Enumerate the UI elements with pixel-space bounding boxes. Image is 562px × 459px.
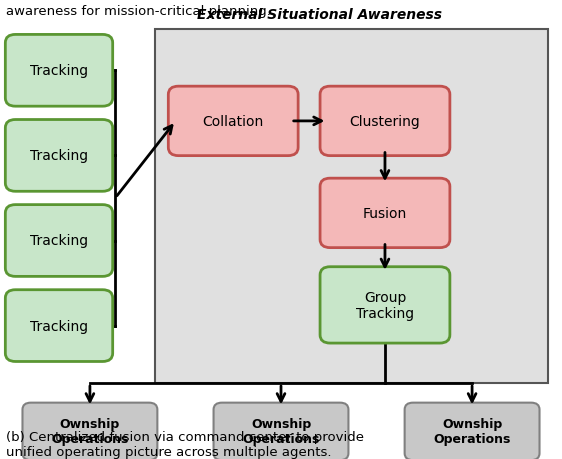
FancyBboxPatch shape: [5, 35, 112, 107]
FancyBboxPatch shape: [22, 403, 157, 459]
Text: Clustering: Clustering: [350, 115, 420, 129]
Text: Collation: Collation: [203, 115, 264, 129]
Text: Fusion: Fusion: [363, 207, 407, 220]
FancyBboxPatch shape: [320, 179, 450, 248]
Text: Tracking: Tracking: [30, 234, 88, 248]
Text: External Situational Awareness: External Situational Awareness: [197, 8, 442, 22]
Text: Ownship
Operations: Ownship Operations: [433, 418, 511, 445]
Text: awareness for mission-critical planning.: awareness for mission-critical planning.: [6, 5, 270, 17]
FancyBboxPatch shape: [214, 403, 348, 459]
Text: Group
Tracking: Group Tracking: [356, 290, 414, 320]
FancyBboxPatch shape: [320, 267, 450, 343]
Text: Tracking: Tracking: [30, 64, 88, 78]
Text: (b) Centralized fusion via command center to provide
unified operating picture a: (b) Centralized fusion via command cente…: [6, 430, 364, 458]
FancyBboxPatch shape: [5, 205, 112, 277]
FancyBboxPatch shape: [5, 120, 112, 192]
Text: Ownship
Operations: Ownship Operations: [51, 418, 129, 445]
FancyBboxPatch shape: [405, 403, 540, 459]
FancyBboxPatch shape: [320, 87, 450, 156]
FancyBboxPatch shape: [155, 30, 548, 383]
Text: Ownship
Operations: Ownship Operations: [242, 418, 320, 445]
FancyBboxPatch shape: [5, 290, 112, 362]
FancyBboxPatch shape: [169, 87, 298, 156]
Text: Tracking: Tracking: [30, 149, 88, 163]
Text: Tracking: Tracking: [30, 319, 88, 333]
